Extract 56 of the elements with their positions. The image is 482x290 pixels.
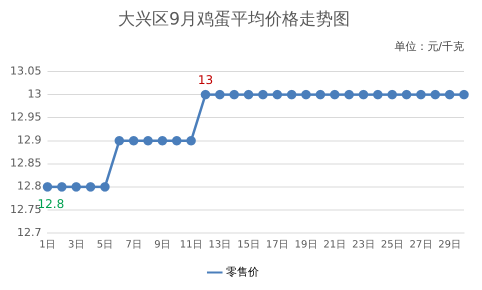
point bbox=[200, 90, 210, 100]
x-tick-label: 27日 bbox=[410, 240, 432, 251]
point bbox=[186, 136, 196, 146]
x-tick-label: 21日 bbox=[323, 240, 346, 251]
point bbox=[128, 136, 138, 146]
point bbox=[172, 136, 182, 146]
point bbox=[459, 90, 469, 100]
point bbox=[229, 90, 239, 100]
point bbox=[258, 90, 268, 100]
y-tick-label: 13.05 bbox=[10, 64, 42, 78]
point bbox=[402, 90, 412, 100]
x-tick-label: 17日 bbox=[266, 240, 289, 251]
point bbox=[71, 182, 81, 192]
x-tick-label: 7日 bbox=[125, 240, 142, 251]
point bbox=[430, 90, 440, 100]
point bbox=[143, 136, 153, 146]
y-tick-label: 12.9 bbox=[16, 134, 42, 147]
legend-label: 零售价 bbox=[226, 265, 259, 278]
x-tick-label: 19日 bbox=[294, 240, 318, 251]
x-tick-label: 5日 bbox=[96, 240, 114, 251]
point bbox=[272, 90, 282, 100]
point bbox=[444, 90, 454, 100]
y-tick-label: 12.8 bbox=[16, 180, 42, 193]
point bbox=[86, 182, 96, 192]
y-tick-label: 12.95 bbox=[10, 110, 42, 124]
x-tick-label: 1日 bbox=[39, 240, 56, 251]
x-tick-label: 15日 bbox=[237, 240, 260, 251]
point bbox=[114, 136, 124, 146]
point bbox=[387, 90, 397, 100]
point bbox=[373, 90, 383, 100]
y-tick-label: 12.7 bbox=[16, 226, 42, 239]
point bbox=[158, 136, 168, 146]
point bbox=[57, 182, 67, 192]
x-tick-label: 29日 bbox=[438, 240, 462, 251]
point bbox=[358, 90, 368, 100]
x-tick-label: 3日 bbox=[68, 240, 84, 251]
point bbox=[316, 90, 326, 100]
x-tick-label: 11日 bbox=[180, 240, 202, 251]
point bbox=[244, 90, 254, 100]
point bbox=[215, 90, 225, 100]
y-tick-label: 12.85 bbox=[10, 156, 42, 170]
y-tick-label: 13 bbox=[27, 88, 42, 101]
chart-subtitle: 单位：元/千克 bbox=[394, 40, 464, 53]
point bbox=[416, 90, 426, 100]
data-label: 13 bbox=[198, 72, 214, 87]
x-tick-label: 25日 bbox=[380, 240, 404, 251]
point bbox=[42, 182, 52, 192]
point bbox=[344, 90, 354, 100]
point bbox=[286, 90, 296, 100]
chart-title: 大兴区9月鸡蛋平均价格走势图 bbox=[118, 10, 350, 30]
point bbox=[330, 90, 340, 100]
point bbox=[301, 90, 311, 100]
x-tick-label: 9日 bbox=[154, 240, 171, 251]
x-tick-label: 13日 bbox=[208, 240, 232, 251]
x-tick-label: 23日 bbox=[352, 240, 375, 251]
point bbox=[100, 182, 110, 192]
